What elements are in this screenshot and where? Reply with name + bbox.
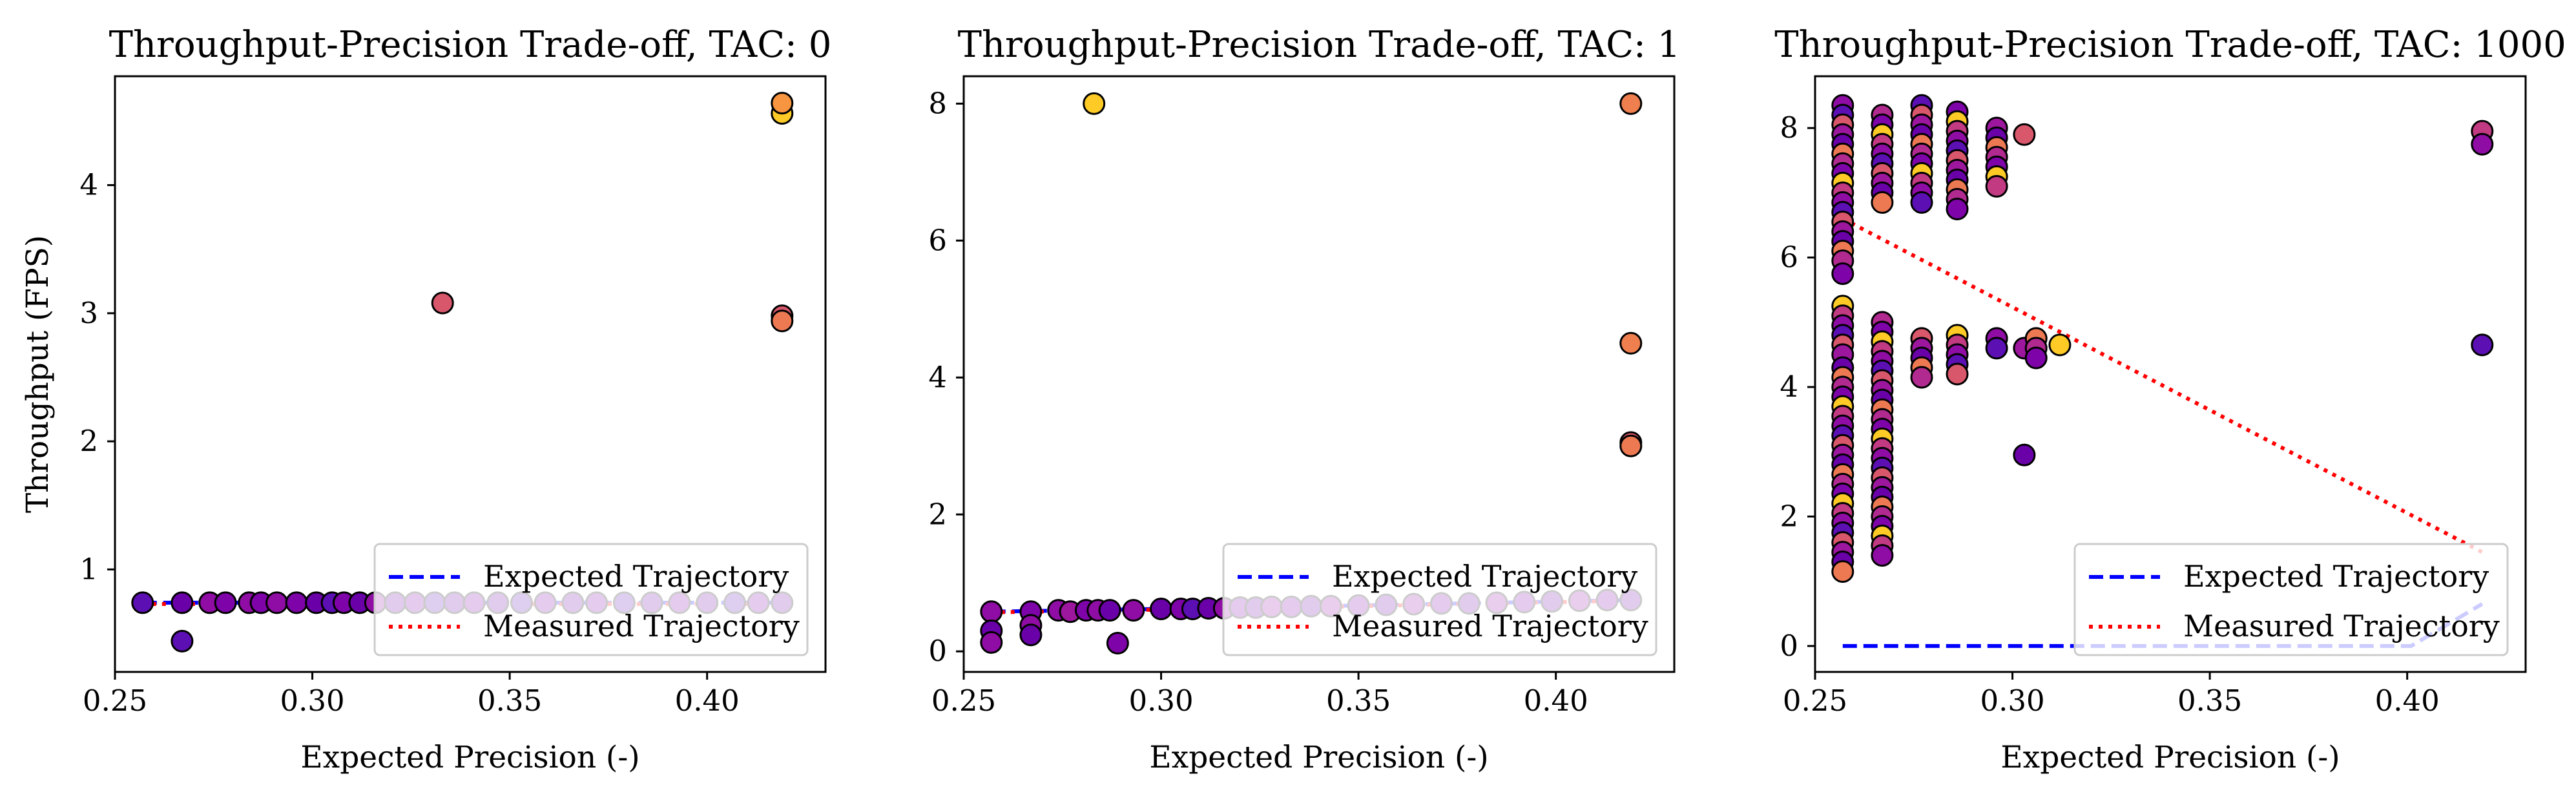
legend-box: [2073, 543, 2509, 656]
data-point: [1871, 191, 1894, 214]
x-tick-label: 0.25: [1783, 684, 1847, 718]
y-tick-label: 4: [928, 360, 947, 394]
points-layer: [1831, 94, 2494, 583]
data-point: [265, 591, 289, 614]
data-point: [1946, 362, 1969, 386]
y-tick-label: 8: [1780, 110, 1798, 145]
x-tick-label: 0.35: [1326, 684, 1391, 718]
data-point: [1985, 337, 2008, 360]
y-tick-label: 6: [928, 223, 947, 257]
y-tick-label: 0: [1780, 629, 1798, 663]
y-tick-label: 2: [79, 424, 98, 458]
data-point: [1831, 560, 1854, 583]
y-tick-label: 1: [79, 552, 98, 586]
y-tick-label: 2: [1780, 499, 1798, 533]
legend: Expected Trajectory Measured Trajectory: [1222, 543, 1657, 656]
data-point: [1150, 598, 1173, 621]
x-tick-label: 0.25: [931, 684, 996, 718]
data-point: [980, 600, 1003, 623]
chart-title: Throughput-Precision Trade-off, TAC: 1: [958, 24, 1681, 66]
y-tick-label: 8: [928, 86, 947, 120]
legend: Expected Trajectory Measured Trajectory: [373, 543, 809, 656]
data-point: [771, 92, 794, 115]
chart-panel-tac-1: Throughput-Precision Trade-off, TAC: 1 0…: [928, 24, 1680, 775]
legend-measured-label: Measured Trajectory: [1332, 609, 1648, 643]
data-point: [1619, 331, 1643, 355]
x-axis-label: Expected Precision (-): [2000, 740, 2340, 775]
data-point: [1910, 191, 1933, 214]
x-tick-label: 0.30: [280, 684, 344, 718]
y-tick-label: 4: [79, 168, 98, 202]
data-point: [2471, 333, 2494, 357]
data-point: [171, 629, 194, 653]
tick-layer: 0.25 0.30 0.35 0.40 1 2 3 4: [79, 168, 739, 718]
x-tick-label: 0.40: [1524, 684, 1588, 718]
plot-frame: [1814, 75, 2527, 673]
legend-box: [1222, 543, 1657, 656]
tick-layer: 0.25 0.30 0.35 0.40 0 2 4 6 8: [928, 86, 1588, 718]
y-tick-label: 6: [1780, 240, 1798, 275]
x-tick-label: 0.35: [477, 684, 542, 718]
data-point: [1619, 92, 1643, 115]
legend-measured-label: Measured Trajectory: [483, 609, 800, 643]
y-tick-label: 2: [928, 497, 947, 531]
x-axis-label: Expected Precision (-): [1149, 740, 1488, 775]
tick-layer: 0.25 0.30 0.35 0.40 0 2 4 6 8: [1780, 110, 2439, 718]
y-axis-label: Throughput (FPS): [20, 235, 56, 513]
data-point: [2013, 123, 2036, 146]
data-point: [2048, 333, 2072, 357]
data-point: [1098, 599, 1121, 622]
x-tick-label: 0.40: [675, 684, 740, 718]
data-point: [214, 591, 237, 614]
y-tick-label: 0: [928, 634, 947, 668]
legend-measured-label: Measured Trajectory: [2183, 609, 2500, 643]
x-axis-label: Expected Precision (-): [300, 740, 639, 775]
chart-title: Throughput-Precision Trade-off, TAC: 0: [109, 24, 832, 66]
data-point: [131, 591, 154, 614]
x-tick-label: 0.40: [2375, 684, 2440, 718]
data-point: [1019, 623, 1043, 647]
x-tick-label: 0.30: [1980, 684, 2044, 718]
data-point: [1122, 599, 1145, 622]
data-point: [1946, 197, 1969, 220]
plot-frame: [962, 75, 1676, 673]
plot-frame: [114, 75, 827, 673]
data-point: [431, 291, 454, 315]
chart-panel-tac-1000: Throughput-Precision Trade-off, TAC: 100…: [1774, 24, 2566, 775]
data-point: [1619, 434, 1643, 457]
data-point: [2013, 443, 2036, 466]
data-point: [1871, 544, 1894, 567]
x-tick-label: 0.25: [83, 684, 147, 718]
data-point: [1985, 174, 2008, 198]
data-point: [171, 591, 194, 614]
data-point: [980, 631, 1003, 654]
data-point: [1106, 631, 1129, 654]
x-tick-label: 0.30: [1128, 684, 1193, 718]
y-tick-label: 3: [79, 296, 98, 330]
data-point: [2024, 346, 2048, 370]
data-point: [1083, 92, 1106, 115]
measured-trajectory-line: [1842, 216, 2484, 554]
legend-box: [373, 543, 809, 656]
legend-expected-label: Expected Trajectory: [483, 559, 789, 594]
data-point: [771, 309, 794, 333]
legend-expected-label: Expected Trajectory: [1332, 559, 1637, 594]
data-point: [285, 591, 308, 614]
x-tick-label: 0.35: [2177, 684, 2242, 718]
data-point: [1831, 262, 1854, 286]
legend-expected-label: Expected Trajectory: [2183, 559, 2489, 594]
legend: Expected Trajectory Measured Trajectory: [2073, 543, 2509, 656]
data-point: [1910, 366, 1933, 389]
data-point: [2471, 132, 2494, 156]
chart-title: Throughput-Precision Trade-off, TAC: 100…: [1774, 24, 2566, 66]
chart-panel-tac-0: Throughput-Precision Trade-off, TAC: 0 0…: [20, 24, 831, 775]
y-tick-label: 4: [1780, 370, 1798, 404]
